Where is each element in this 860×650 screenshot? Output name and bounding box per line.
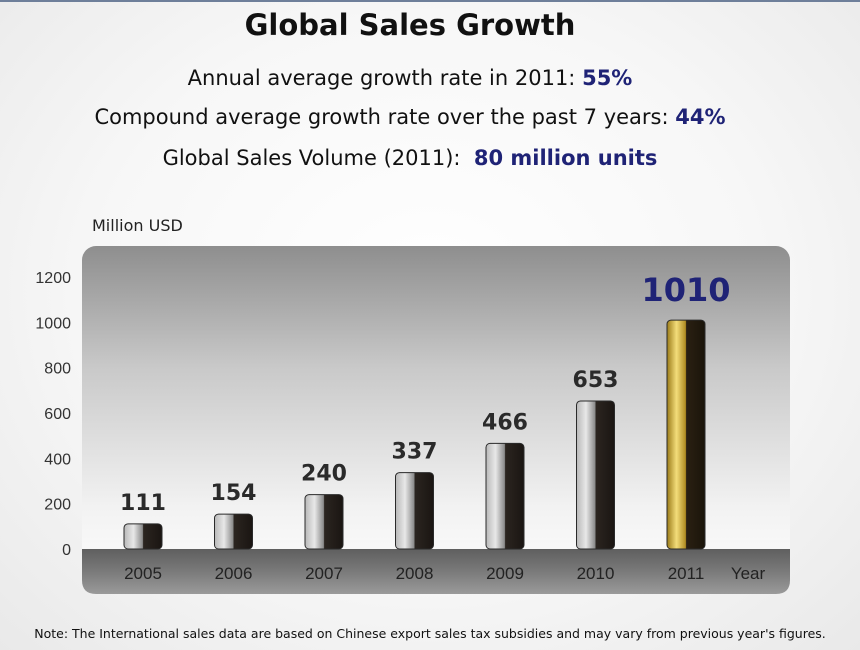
value-label-2006: 154 bbox=[211, 481, 257, 506]
bar-2007 bbox=[304, 494, 344, 550]
x-tick-label: 2007 bbox=[305, 564, 343, 583]
stat-label: Annual average growth rate in 2011: bbox=[187, 66, 576, 90]
y-tick-label: 1200 bbox=[35, 270, 71, 287]
stat-value: 44% bbox=[675, 105, 726, 129]
footnote: Note: The International sales data are b… bbox=[34, 626, 826, 641]
value-label-2009: 466 bbox=[482, 410, 528, 435]
x-tick-label: 2006 bbox=[215, 564, 253, 583]
bar-2005 bbox=[123, 523, 163, 550]
y-tick-label: 1000 bbox=[35, 315, 71, 332]
bar-2009 bbox=[485, 442, 525, 550]
y-tick-label: 600 bbox=[44, 406, 71, 423]
value-label-2008: 337 bbox=[392, 440, 438, 465]
y-tick-label: 0 bbox=[62, 542, 71, 559]
stat-sales-volume: Global Sales Volume (2011): 80 million u… bbox=[0, 146, 820, 170]
value-label-2007: 240 bbox=[301, 462, 347, 487]
x-tick-label: 2008 bbox=[396, 564, 434, 583]
x-tick-label: 2010 bbox=[577, 564, 615, 583]
top-rule bbox=[0, 0, 860, 2]
stat-value: 55% bbox=[582, 66, 633, 90]
bar-2011 bbox=[666, 319, 706, 550]
page-title: Global Sales Growth bbox=[244, 8, 576, 42]
x-tick-label: 2009 bbox=[486, 564, 524, 583]
bar-2008 bbox=[395, 472, 434, 550]
x-tick-label: 2005 bbox=[124, 564, 162, 583]
y-axis-label: Million USD bbox=[92, 216, 183, 235]
stat-value: 80 million units bbox=[473, 146, 658, 170]
value-label-2010: 653 bbox=[573, 368, 619, 393]
value-label-2011: 1010 bbox=[641, 271, 730, 309]
bar-2006 bbox=[214, 513, 253, 550]
y-tick-label: 800 bbox=[44, 361, 71, 378]
stat-compound-growth: Compound average growth rate over the pa… bbox=[0, 105, 820, 129]
y-tick-label: 400 bbox=[44, 451, 71, 468]
plot-floor bbox=[82, 549, 790, 594]
bar-2010 bbox=[576, 400, 615, 550]
stat-label: Compound average growth rate over the pa… bbox=[94, 105, 669, 129]
x-tick-label: 2011 bbox=[668, 564, 705, 583]
stat-annual-growth: Annual average growth rate in 2011: 55% bbox=[0, 66, 820, 90]
value-label-2005: 111 bbox=[120, 491, 166, 516]
y-tick-label: 200 bbox=[44, 497, 71, 514]
x-axis-label: Year bbox=[731, 564, 766, 583]
stat-label: Global Sales Volume (2011): bbox=[162, 146, 461, 170]
